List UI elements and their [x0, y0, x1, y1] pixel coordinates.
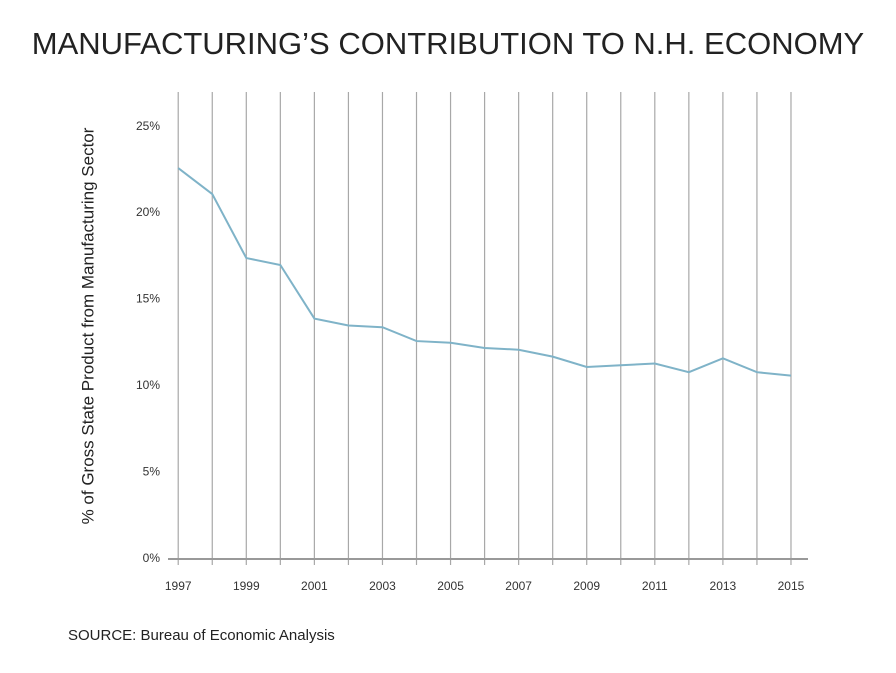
x-tick-label: 2011 [642, 579, 668, 593]
data-line [177, 167, 792, 377]
y-tick-label: 10% [136, 378, 160, 392]
x-tick-label: 2003 [369, 579, 396, 593]
x-tick-label: 2015 [778, 579, 805, 593]
y-tick-label: 0% [143, 551, 161, 565]
x-tick-label: 1999 [233, 579, 260, 593]
x-tick-label: 2013 [710, 579, 737, 593]
x-tick-label: 2007 [505, 579, 532, 593]
x-tick-label: 1997 [165, 579, 192, 593]
chart-title: MANUFACTURING’S CONTRIBUTION TO N.H. ECO… [32, 26, 864, 61]
y-tick-label: 25% [136, 119, 160, 133]
source-note: SOURCE: Bureau of Economic Analysis [68, 627, 335, 644]
x-tick-label: 2005 [437, 579, 464, 593]
y-tick-label: 5% [143, 465, 161, 479]
y-tick-label: 20% [136, 205, 160, 219]
y-axis-label: % of Gross State Product from Manufactur… [78, 127, 97, 524]
x-tick-label: 2001 [301, 579, 328, 593]
x-tick-label: 2009 [573, 579, 600, 593]
y-tick-label: 15% [136, 292, 160, 306]
